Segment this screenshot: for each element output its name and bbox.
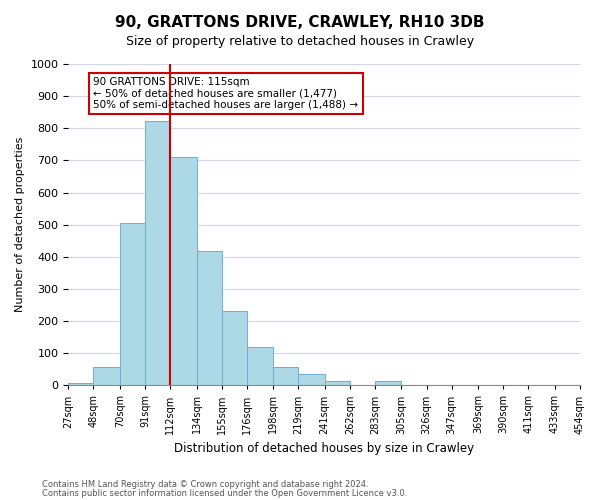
Bar: [247, 348, 273, 386]
Text: 90 GRATTONS DRIVE: 115sqm
← 50% of detached houses are smaller (1,477)
50% of se: 90 GRATTONS DRIVE: 115sqm ← 50% of detac…: [94, 77, 358, 110]
Bar: [68, 382, 94, 386]
Text: Contains HM Land Registry data © Crown copyright and database right 2024.: Contains HM Land Registry data © Crown c…: [42, 480, 368, 489]
Bar: [145, 121, 170, 386]
Bar: [197, 251, 221, 386]
Bar: [170, 157, 197, 386]
Bar: [325, 381, 350, 386]
Bar: [120, 223, 145, 386]
X-axis label: Distribution of detached houses by size in Crawley: Distribution of detached houses by size …: [174, 442, 474, 455]
Bar: [375, 381, 401, 386]
Text: 90, GRATTONS DRIVE, CRAWLEY, RH10 3DB: 90, GRATTONS DRIVE, CRAWLEY, RH10 3DB: [115, 15, 485, 30]
Bar: [221, 310, 247, 386]
Y-axis label: Number of detached properties: Number of detached properties: [15, 137, 25, 312]
Bar: [94, 367, 120, 386]
Bar: [298, 374, 325, 386]
Bar: [273, 367, 298, 386]
Text: Size of property relative to detached houses in Crawley: Size of property relative to detached ho…: [126, 35, 474, 48]
Text: Contains public sector information licensed under the Open Government Licence v3: Contains public sector information licen…: [42, 488, 407, 498]
